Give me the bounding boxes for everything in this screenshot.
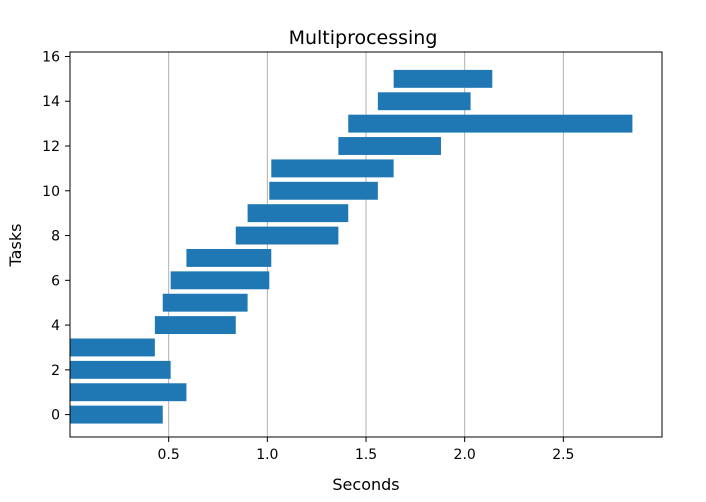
- x-tick-label: 2.5: [552, 447, 574, 463]
- x-axis-label: Seconds: [332, 475, 399, 494]
- y-tick-label: 4: [51, 318, 60, 334]
- task-bar-14: [377, 92, 471, 111]
- y-tick-label: 8: [51, 229, 60, 245]
- task-bar-15: [393, 69, 493, 88]
- x-axis-ticks: 0.5 1.0 1.5 2.0 2.5: [158, 437, 574, 463]
- task-bar-13: [348, 114, 633, 133]
- y-axis-ticks: 0 2 4 6 8 10 12 14 16: [42, 49, 70, 424]
- x-tick-label: 1.5: [355, 447, 377, 463]
- task-bar-4: [154, 316, 236, 335]
- y-tick-label: 14: [42, 94, 60, 110]
- y-tick-label: 0: [51, 408, 60, 424]
- y-tick-label: 6: [51, 273, 60, 289]
- x-tick-label: 0.5: [158, 447, 180, 463]
- y-tick-label: 2: [51, 363, 60, 379]
- task-bar-6: [170, 271, 270, 290]
- task-bar-0: [70, 405, 163, 424]
- task-bar-11: [271, 159, 394, 178]
- task-bar-5: [162, 293, 248, 312]
- x-tick-label: 1.0: [256, 447, 278, 463]
- y-axis-label: Tasks: [6, 224, 25, 268]
- task-bars: [70, 69, 633, 424]
- y-tick-label: 16: [42, 49, 60, 65]
- task-bar-12: [338, 137, 441, 155]
- chart-title: Multiprocessing: [289, 27, 438, 49]
- task-bar-9: [247, 204, 349, 223]
- task-bar-3: [70, 338, 155, 357]
- task-bar-2: [70, 360, 171, 379]
- task-bar-1: [70, 383, 187, 402]
- x-gridlines: [168, 52, 564, 437]
- x-tick-label: 2.0: [454, 447, 476, 463]
- y-tick-label: 10: [42, 184, 60, 200]
- y-tick-label: 12: [42, 139, 60, 155]
- task-bar-7: [186, 248, 272, 267]
- task-bar-8: [235, 226, 339, 245]
- task-bar-10: [269, 181, 378, 200]
